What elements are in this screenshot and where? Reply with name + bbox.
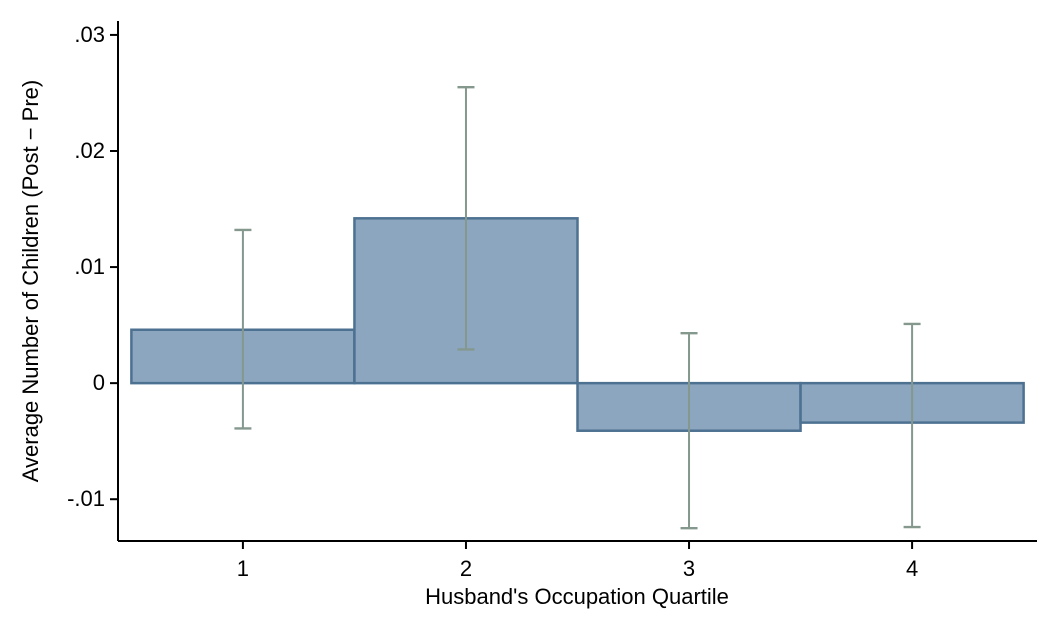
x-tick-label: 1 <box>237 556 249 581</box>
y-tick-label: -.01 <box>67 486 105 511</box>
error-bars-layer <box>234 85 921 530</box>
y-tick-label: .03 <box>74 22 105 47</box>
axes-layer <box>117 21 1037 542</box>
y-axis-title: Average Number of Children (Post − Pre) <box>18 80 43 483</box>
bars-layer <box>130 217 1025 432</box>
y-tick-label: .01 <box>74 254 105 279</box>
ticks-layer: -.01 0 .01 .02 .03 1 2 3 4 <box>67 22 918 581</box>
x-tick-label: 3 <box>683 556 695 581</box>
y-tick-label: 0 <box>93 370 105 395</box>
x-axis-title: Husband's Occupation Quartile <box>425 584 729 609</box>
x-tick-label: 2 <box>460 556 472 581</box>
x-tick-label: 4 <box>906 556 918 581</box>
y-tick-label: .02 <box>74 138 105 163</box>
